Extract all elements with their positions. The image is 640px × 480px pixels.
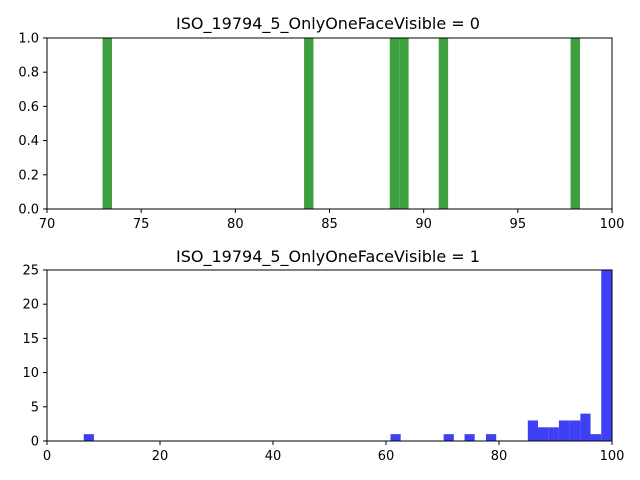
chart-top-xtick-label-3: 85 — [321, 217, 338, 232]
chart-bottom-ytick-label-4: 20 — [22, 298, 39, 313]
chart-bottom-bar-6 — [537, 427, 549, 441]
chart-top-xtick-label-1: 75 — [133, 217, 150, 232]
chart-top-xtick-label-6: 100 — [600, 217, 625, 232]
chart-top-bar-2 — [389, 38, 400, 209]
chart-top-bars — [102, 38, 580, 209]
chart-bottom-bar-12 — [601, 270, 612, 441]
chart-top-bar-3 — [399, 38, 409, 209]
chart-bottom-bars — [83, 270, 612, 441]
chart-bottom-bar-1 — [390, 434, 401, 441]
chart-top-bar-0 — [102, 38, 112, 209]
chart-bottom-bar-7 — [548, 427, 559, 441]
chart-bottom-bar-11 — [590, 434, 602, 441]
chart-bottom-ytick-label-5: 25 — [22, 264, 39, 279]
chart-top-ytick-label-0: 0.0 — [18, 203, 39, 218]
chart-bottom-bar-4 — [486, 434, 497, 441]
chart-top-ytick-label-4: 0.8 — [18, 66, 39, 81]
chart-top-xtick-label-2: 80 — [227, 217, 244, 232]
chart-bottom-ticks: 0 20 40 60 80 100 0 5 10 15 20 25 — [22, 264, 624, 465]
chart-top-ytick-label-3: 0.6 — [18, 100, 39, 115]
chart-bottom-xtick-label-4: 80 — [491, 449, 508, 464]
chart-bottom-ytick-label-1: 5 — [31, 400, 39, 415]
chart-bottom-bar-8 — [558, 420, 570, 441]
chart-top-ytick-label-1: 0.2 — [18, 168, 39, 183]
chart-bottom-xtick-label-3: 60 — [378, 449, 395, 464]
chart-top-bar-4 — [438, 38, 449, 209]
chart-bottom-bar-0 — [83, 434, 94, 441]
chart-top-ticks: 70 75 80 85 90 95 100 0.0 0.2 0.4 0.6 0.8 1.0 — [18, 32, 624, 233]
chart-top-ytick-label-5: 1.0 — [18, 32, 39, 47]
chart-bottom-ytick-label-2: 10 — [22, 366, 39, 381]
chart-top-xtick-label-5: 95 — [510, 217, 527, 232]
chart-bottom-bar-9 — [569, 420, 581, 441]
chart-top-bar-5 — [570, 38, 580, 209]
chart-bottom-xtick-label-2: 40 — [265, 449, 282, 464]
chart-bottom-frame — [46, 269, 613, 442]
chart-bottom-xtick-label-0: 0 — [43, 449, 51, 464]
chart-bottom-bar-10 — [580, 413, 591, 441]
chart-top: ISO_19794_5_OnlyOneFaceVisible = 0 70 75 8… — [18, 14, 624, 232]
chart-bottom-bar-2 — [443, 434, 454, 441]
chart-bottom-ytick-label-3: 15 — [22, 332, 39, 347]
chart-bottom-ytick-label-0: 0 — [31, 435, 39, 450]
chart-top-xtick-label-4: 90 — [415, 217, 432, 232]
chart-top-title: ISO_19794_5_OnlyOneFaceVisible = 0 — [176, 14, 480, 34]
chart-top-xtick-label-0: 70 — [39, 217, 56, 232]
chart-bottom-title: ISO_19794_5_OnlyOneFaceVisible = 1 — [176, 247, 480, 267]
chart-bottom-xtick-label-5: 100 — [600, 449, 625, 464]
chart-bottom-xtick-label-1: 20 — [152, 449, 169, 464]
chart-top-frame — [46, 37, 613, 210]
chart-bottom-bar-5 — [527, 420, 538, 441]
chart-top-bar-1 — [304, 38, 314, 209]
chart-top-ytick-label-2: 0.4 — [18, 134, 39, 149]
chart-bottom-bar-3 — [464, 434, 475, 441]
chart-bottom: ISO_19794_5_OnlyOneFaceVisible = 1 0 20 40… — [22, 247, 624, 464]
